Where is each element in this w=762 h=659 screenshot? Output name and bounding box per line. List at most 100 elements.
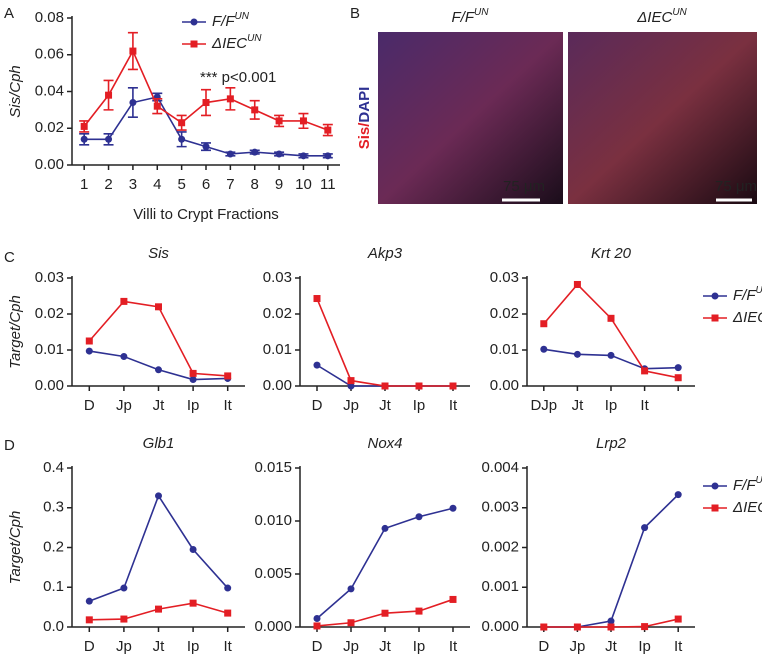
marker — [641, 367, 649, 375]
x-tick-label: Ip — [187, 397, 200, 414]
marker — [153, 102, 161, 110]
marker — [299, 117, 307, 125]
y-tick-label: 0.000 — [254, 618, 292, 635]
x-tick-label: Jp — [343, 638, 359, 655]
panel-letter: B — [350, 5, 360, 22]
marker — [607, 314, 615, 322]
marker — [449, 595, 457, 603]
marker — [540, 320, 548, 328]
marker — [313, 615, 321, 623]
y-tick-label: 0.08 — [35, 9, 64, 26]
legend-label-main: ΔIEC — [211, 35, 247, 52]
y-tick-label: 0.01 — [263, 341, 292, 358]
marker — [155, 492, 162, 500]
x-tick-label: 1 — [80, 176, 88, 193]
marker — [347, 382, 355, 390]
series-line — [543, 494, 679, 628]
x-tick-label: D — [538, 638, 549, 655]
legend-label-sup: UN — [235, 11, 250, 22]
marker — [641, 524, 649, 532]
marker — [189, 376, 197, 384]
marker — [674, 615, 682, 623]
x-tick-label: Ip — [413, 397, 426, 414]
marker — [674, 364, 682, 372]
y-tick-label: 0.002 — [481, 538, 519, 555]
marker — [155, 605, 162, 613]
marker — [275, 150, 283, 158]
panel-letter: C — [4, 249, 15, 266]
marker — [224, 609, 232, 617]
chart-title: Lrp2 — [596, 435, 627, 452]
series-line — [89, 494, 229, 602]
y-axis-label: Target/Cph — [7, 295, 24, 369]
y-tick-label: 0.0 — [43, 618, 64, 635]
x-tick-label: 9 — [275, 176, 283, 193]
panel-letter: A — [4, 5, 14, 22]
y-tick-label: 0.1 — [43, 578, 64, 595]
x-tick-label: It — [224, 397, 233, 414]
marker — [607, 623, 615, 631]
legend-label-sup: UN — [756, 285, 762, 296]
series-line — [543, 283, 679, 379]
x-tick-label: Jt — [379, 638, 392, 655]
legend-label: ΔIECUN — [732, 497, 762, 516]
panel-letter: D — [4, 437, 15, 454]
legend-marker — [711, 292, 719, 300]
y-axis-label: Sis/Cph — [7, 65, 24, 118]
marker — [313, 622, 321, 630]
x-tick-label: Jp — [116, 397, 132, 414]
y-tick-label: 0.3 — [43, 499, 64, 516]
y-tick-label: 0.01 — [490, 341, 519, 358]
x-tick-label: D — [312, 397, 323, 414]
chart-title: Sis — [148, 245, 169, 262]
x-tick-label: It — [449, 638, 458, 655]
marker — [641, 623, 649, 631]
x-tick-label: Jt — [379, 397, 392, 414]
marker — [85, 337, 93, 345]
marker — [449, 504, 457, 512]
label-part: / — [356, 122, 373, 127]
marker — [155, 366, 162, 374]
x-tick-label: 6 — [202, 176, 210, 193]
marker — [85, 616, 93, 624]
y-tick-label: 0.005 — [254, 565, 292, 582]
marker — [607, 351, 615, 359]
legend-label: ΔIECUN — [732, 307, 762, 326]
marker — [189, 545, 197, 553]
marker — [129, 47, 137, 55]
marker — [299, 152, 307, 160]
marker — [540, 345, 548, 353]
legend-marker — [711, 504, 719, 512]
x-tick-label: D — [312, 638, 323, 655]
marker — [226, 95, 234, 103]
marker — [347, 377, 355, 385]
x-tick-label: It — [640, 397, 649, 414]
x-tick-label: Jp — [569, 638, 585, 655]
x-tick-label: Jt — [605, 638, 618, 655]
image-title-sup: UN — [474, 7, 489, 18]
marker — [85, 347, 93, 355]
y-axis-label: Sis/DAPI — [356, 87, 373, 150]
marker — [381, 382, 389, 390]
y-tick-label: 0.02 — [35, 119, 64, 136]
marker — [415, 607, 423, 615]
label-part: DAPI — [356, 87, 373, 123]
marker — [573, 623, 581, 631]
marker — [573, 350, 581, 358]
x-tick-label: Jp — [343, 397, 359, 414]
marker — [415, 513, 423, 521]
annotation: *** p<0.001 — [200, 69, 276, 86]
x-tick-label: Ip — [638, 638, 651, 655]
y-tick-label: 0.00 — [263, 377, 292, 394]
marker — [105, 91, 113, 99]
x-tick-label: It — [449, 397, 458, 414]
legend-label-main: F/F — [733, 477, 756, 494]
marker — [347, 619, 355, 627]
series-line — [316, 298, 453, 387]
legend-marker — [711, 314, 719, 322]
y-tick-label: 0.00 — [490, 377, 519, 394]
image-title-sup: UN — [672, 7, 687, 18]
x-tick-label: 7 — [226, 176, 234, 193]
marker — [251, 148, 259, 156]
marker — [120, 352, 128, 360]
